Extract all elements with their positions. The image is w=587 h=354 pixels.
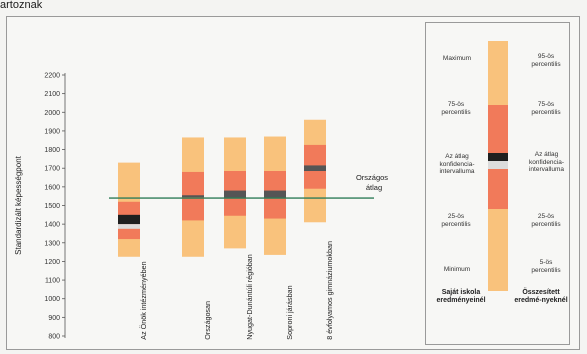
y-tick-label: 1000 bbox=[44, 296, 60, 303]
ci-band bbox=[182, 195, 204, 198]
percentile-box-chart: Standardizált képességpont 800 900 1000 1100… bbox=[14, 73, 388, 341]
page-caption: artoznak bbox=[0, 0, 43, 11]
legend-right-p25: 25-ös percentilis bbox=[531, 213, 561, 228]
y-tick-label: 1800 bbox=[44, 147, 60, 154]
category-label: Országosan bbox=[203, 301, 212, 340]
legend-footer-left: Saját iskola eredményeinél bbox=[436, 289, 486, 304]
ci-band bbox=[224, 190, 246, 199]
y-tick-label: 800 bbox=[48, 334, 60, 341]
category-label: Nyugat-Dunántúli régióban bbox=[245, 254, 254, 340]
y-tick-label: 1700 bbox=[44, 166, 60, 173]
y-tick-label: 2000 bbox=[44, 110, 60, 117]
legend-ci-upper bbox=[488, 153, 508, 161]
category-label: Az Önök intézményében bbox=[139, 261, 148, 339]
legend-left-p25: 25-ös percentilis bbox=[441, 213, 471, 228]
legend-right-p75: 75-ös percentilis bbox=[531, 101, 561, 116]
category-label: Soproni járásban bbox=[285, 285, 294, 339]
y-tick-label: 1100 bbox=[45, 278, 60, 285]
y-tick-label: 1500 bbox=[44, 203, 60, 210]
category-label: 8 évfolyamos gimnáziumokban bbox=[325, 241, 334, 340]
legend-ci-lower bbox=[488, 161, 508, 169]
y-tick-label: 1400 bbox=[44, 222, 60, 229]
legend-footer-right: Összesített eredmé-nyeknél bbox=[514, 289, 568, 304]
ci-band bbox=[264, 190, 286, 199]
legend-right-p95: 95-ös percentilis bbox=[531, 53, 561, 68]
legend-right-ci: Az átlag konfidencia-intervalluma bbox=[528, 151, 565, 173]
legend-left-p75: 75-ös percentilis bbox=[441, 101, 471, 116]
legend: Maximum 75-ös percentilis Az átlag konfi… bbox=[425, 22, 570, 345]
y-tick-label: 2200 bbox=[44, 73, 60, 80]
legend-left-minimum: Minimum bbox=[443, 266, 471, 273]
ci-band bbox=[304, 165, 326, 172]
y-tick-label: 1300 bbox=[44, 240, 60, 247]
ci-band-upper bbox=[118, 214, 140, 225]
y-tick-label: 2100 bbox=[44, 91, 60, 98]
y-axis-label: Standardizált képességpont bbox=[14, 155, 23, 255]
y-tick-label: 1600 bbox=[44, 184, 60, 191]
reference-line-label: Országos bbox=[356, 173, 388, 182]
ci-band-lower bbox=[118, 224, 140, 229]
y-tick-label: 1900 bbox=[44, 128, 60, 135]
legend-graphic bbox=[488, 41, 508, 291]
reference-line-label: átlag bbox=[366, 183, 382, 192]
legend-left-maximum: Maximum bbox=[442, 55, 472, 62]
y-tick-label: 900 bbox=[48, 315, 60, 322]
legend-right-p5: 5-ös percentilis bbox=[531, 259, 561, 274]
y-tick-label: 1200 bbox=[44, 259, 60, 266]
legend-left-ci: Az átlag konfidencia-intervalluma bbox=[439, 153, 475, 175]
